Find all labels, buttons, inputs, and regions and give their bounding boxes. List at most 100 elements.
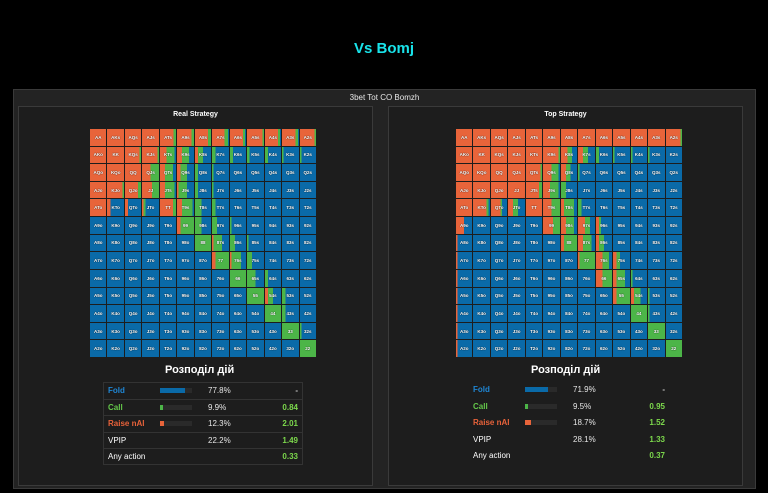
hand-cell-TT[interactable]: TT (159, 199, 177, 217)
hand-cell-J7s[interactable]: J7s (578, 181, 595, 199)
hand-cell-J4s[interactable]: J4s (264, 181, 282, 199)
hand-cell-A9s[interactable]: A9s (177, 129, 194, 146)
hand-cell-K4o[interactable]: K4o (473, 305, 490, 322)
hand-cell-AQs[interactable]: AQs (490, 129, 508, 146)
hand-cell-Q7o[interactable]: Q7o (490, 252, 508, 269)
hand-cell-96o[interactable]: 96o (543, 269, 560, 287)
hand-cell-Q4s[interactable]: Q4s (264, 164, 282, 181)
hand-cell-J9s[interactable]: J9s (543, 181, 560, 199)
hand-cell-K5s[interactable]: K5s (247, 146, 264, 164)
hand-cell-A9s[interactable]: A9s (543, 129, 560, 146)
hand-cell-33[interactable]: 33 (648, 322, 665, 340)
hand-cell-82s[interactable]: 82s (299, 234, 316, 252)
hand-cell-95o[interactable]: 95o (543, 287, 560, 305)
hand-cell-T7o[interactable]: T7o (525, 252, 543, 269)
hand-cell-J4o[interactable]: J4o (142, 305, 159, 322)
hand-cell-T8s[interactable]: T8s (560, 199, 578, 217)
hand-cell-AJo[interactable]: AJo (90, 181, 107, 199)
hand-cell-T4o[interactable]: T4o (159, 305, 177, 322)
hand-cell-Q6s[interactable]: Q6s (229, 164, 247, 181)
hand-cell-53s[interactable]: 53s (648, 287, 665, 305)
hand-cell-K4o[interactable]: K4o (107, 305, 124, 322)
hand-cell-A4o[interactable]: A4o (90, 305, 107, 322)
hand-cell-75s[interactable]: 75s (247, 252, 264, 269)
hand-cell-64o[interactable]: 64o (229, 305, 247, 322)
hand-cell-82o[interactable]: 82o (194, 340, 212, 357)
hand-cell-A2o[interactable]: A2o (456, 340, 473, 357)
hand-cell-Q6s[interactable]: Q6s (595, 164, 613, 181)
hand-cell-A2s[interactable]: A2s (299, 129, 316, 146)
hand-cell-T8o[interactable]: T8o (525, 234, 543, 252)
hand-cell-A6s[interactable]: A6s (229, 129, 247, 146)
hand-cell-84o[interactable]: 84o (560, 305, 578, 322)
hand-cell-53o[interactable]: 53o (613, 322, 630, 340)
hand-cell-72s[interactable]: 72s (665, 252, 682, 269)
hand-cell-T3o[interactable]: T3o (159, 322, 177, 340)
hand-cell-22[interactable]: 22 (665, 340, 682, 357)
hand-cell-54o[interactable]: 54o (613, 305, 630, 322)
hand-cell-Q2o[interactable]: Q2o (124, 340, 142, 357)
hand-cell-Q2s[interactable]: Q2s (665, 164, 682, 181)
hand-cell-Q3s[interactable]: Q3s (648, 164, 665, 181)
hand-cell-73o[interactable]: 73o (578, 322, 595, 340)
hand-cell-K2s[interactable]: K2s (665, 146, 682, 164)
hand-cell-T6s[interactable]: T6s (595, 199, 613, 217)
hand-cell-63s[interactable]: 63s (282, 269, 299, 287)
hand-cell-94s[interactable]: 94s (264, 217, 282, 234)
hand-cell-Q4o[interactable]: Q4o (124, 305, 142, 322)
hand-cell-94o[interactable]: 94o (543, 305, 560, 322)
hand-cell-43o[interactable]: 43o (264, 322, 282, 340)
hand-cell-95s[interactable]: 95s (247, 217, 264, 234)
hand-cell-Q8o[interactable]: Q8o (124, 234, 142, 252)
hand-cell-53s[interactable]: 53s (282, 287, 299, 305)
hand-cell-44[interactable]: 44 (630, 305, 648, 322)
hand-cell-83s[interactable]: 83s (648, 234, 665, 252)
hand-cell-72o[interactable]: 72o (212, 340, 229, 357)
hand-cell-ATo[interactable]: ATo (90, 199, 107, 217)
hand-cell-J6o[interactable]: J6o (142, 269, 159, 287)
hand-cell-T7o[interactable]: T7o (159, 252, 177, 269)
hand-cell-A5s[interactable]: A5s (613, 129, 630, 146)
hand-cell-A9o[interactable]: A9o (90, 217, 107, 234)
hand-cell-85o[interactable]: 85o (194, 287, 212, 305)
hand-cell-K6s[interactable]: K6s (595, 146, 613, 164)
hand-cell-22[interactable]: 22 (299, 340, 316, 357)
hand-cell-J4o[interactable]: J4o (508, 305, 525, 322)
hand-cell-T3s[interactable]: T3s (648, 199, 665, 217)
hand-cell-AKo[interactable]: AKo (90, 146, 107, 164)
hand-cell-AQo[interactable]: AQo (90, 164, 107, 181)
hand-cell-33[interactable]: 33 (282, 322, 299, 340)
hand-cell-76s[interactable]: 76s (595, 252, 613, 269)
hand-cell-87s[interactable]: 87s (212, 234, 229, 252)
hand-cell-J5s[interactable]: J5s (247, 181, 264, 199)
hand-cell-A3o[interactable]: A3o (90, 322, 107, 340)
hand-cell-73o[interactable]: 73o (212, 322, 229, 340)
hand-cell-A5o[interactable]: A5o (90, 287, 107, 305)
hand-cell-AJs[interactable]: AJs (508, 129, 525, 146)
hand-cell-76o[interactable]: 76o (578, 269, 595, 287)
hand-cell-83s[interactable]: 83s (282, 234, 299, 252)
hand-cell-74s[interactable]: 74s (630, 252, 648, 269)
hand-cell-65s[interactable]: 65s (247, 269, 264, 287)
hand-cell-65o[interactable]: 65o (229, 287, 247, 305)
hand-cell-65s[interactable]: 65s (613, 269, 630, 287)
hand-cell-K3s[interactable]: K3s (648, 146, 665, 164)
hand-cell-75o[interactable]: 75o (578, 287, 595, 305)
hand-cell-Q4s[interactable]: Q4s (630, 164, 648, 181)
hand-cell-42o[interactable]: 42o (630, 340, 648, 357)
hand-cell-AJo[interactable]: AJo (456, 181, 473, 199)
hand-cell-K2s[interactable]: K2s (299, 146, 316, 164)
hand-cell-KQo[interactable]: KQo (107, 164, 124, 181)
hand-cell-64s[interactable]: 64s (264, 269, 282, 287)
hand-cell-AA[interactable]: AA (90, 129, 107, 146)
hand-cell-94o[interactable]: 94o (177, 305, 194, 322)
hand-cell-T9s[interactable]: T9s (177, 199, 194, 217)
hand-cell-A2s[interactable]: A2s (665, 129, 682, 146)
hand-cell-KJo[interactable]: KJo (473, 181, 490, 199)
hand-cell-T7s[interactable]: T7s (578, 199, 595, 217)
hand-cell-Q3o[interactable]: Q3o (490, 322, 508, 340)
hand-cell-A7s[interactable]: A7s (578, 129, 595, 146)
hand-cell-T7s[interactable]: T7s (212, 199, 229, 217)
hand-cell-Q4o[interactable]: Q4o (490, 305, 508, 322)
hand-cell-93o[interactable]: 93o (543, 322, 560, 340)
